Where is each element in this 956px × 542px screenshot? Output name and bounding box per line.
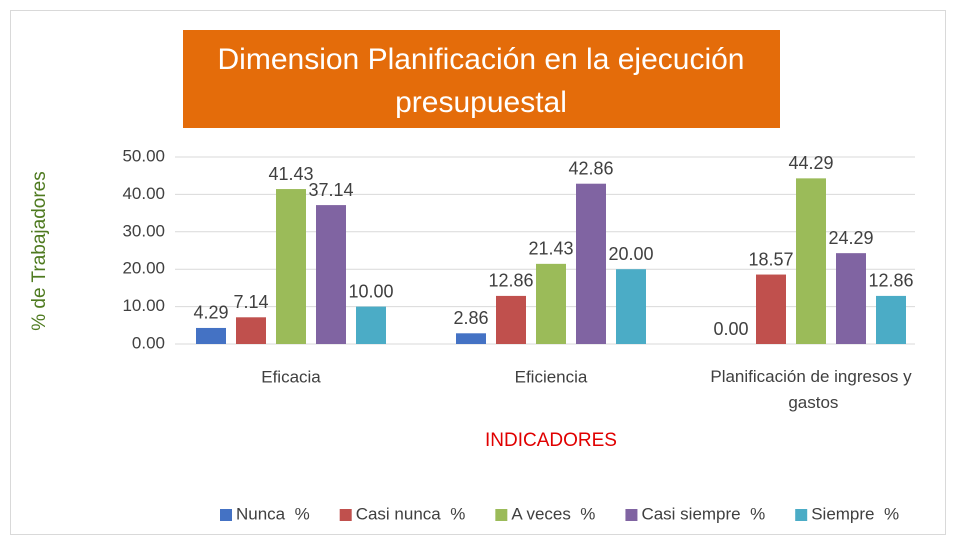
y-axis-label: % de Trabajadores — [29, 171, 50, 331]
data-label: 37.14 — [308, 180, 353, 200]
data-label: 12.86 — [488, 271, 533, 291]
bar — [456, 333, 486, 344]
legend-label: Casi siempre % — [641, 504, 765, 523]
bar — [836, 253, 866, 344]
bar — [756, 274, 786, 344]
data-label: 42.86 — [568, 158, 613, 178]
legend-label: Siempre % — [811, 504, 899, 523]
legend-swatch — [795, 509, 808, 521]
legend-swatch — [339, 509, 352, 521]
bar — [496, 295, 526, 344]
chart-title: presupuestal — [395, 86, 567, 119]
data-label: 44.29 — [788, 153, 833, 173]
legend-label: Casi nunca % — [356, 504, 466, 523]
bar — [276, 189, 306, 344]
data-label: 20.00 — [608, 244, 653, 264]
data-label: 7.14 — [233, 292, 268, 312]
bar — [576, 183, 606, 344]
bar — [196, 327, 226, 344]
y-tick-label: 10.00 — [122, 296, 165, 315]
legend-swatch — [220, 509, 232, 521]
bar — [536, 263, 566, 344]
data-label: 21.43 — [528, 239, 573, 259]
x-tick-label: Planificación de ingresos y gastos — [710, 367, 912, 412]
legend-label: Nunca % — [236, 504, 310, 523]
y-tick-label: 50.00 — [122, 146, 165, 165]
y-tick-label: 20.00 — [122, 259, 165, 278]
data-label: 4.29 — [193, 303, 228, 323]
data-label: 10.00 — [348, 281, 393, 301]
data-label: 24.29 — [828, 228, 873, 248]
data-label: 18.57 — [748, 249, 793, 269]
bar — [356, 306, 386, 344]
bar — [236, 317, 266, 344]
x-tick-label: Eficacia — [261, 367, 321, 386]
bar — [316, 205, 346, 344]
data-label: 41.43 — [268, 164, 313, 184]
bar — [796, 178, 826, 344]
data-label: 2.86 — [453, 308, 488, 328]
data-label: 12.86 — [868, 271, 913, 291]
x-axis-label: INDICADORES — [485, 430, 617, 451]
legend-swatch — [495, 509, 508, 521]
bar — [876, 295, 906, 344]
y-tick-label: 0.00 — [132, 333, 165, 352]
x-tick-label: Eficiencia — [515, 367, 588, 386]
data-label: 0.00 — [713, 319, 748, 339]
bar — [616, 269, 646, 344]
y-tick-label: 40.00 — [122, 184, 165, 203]
y-tick-label: 30.00 — [122, 221, 165, 240]
legend-label: A veces % — [511, 504, 595, 523]
legend-swatch — [625, 509, 638, 521]
chart-title: Dimension Planificación en la ejecución — [218, 43, 745, 76]
title-background — [183, 30, 780, 128]
